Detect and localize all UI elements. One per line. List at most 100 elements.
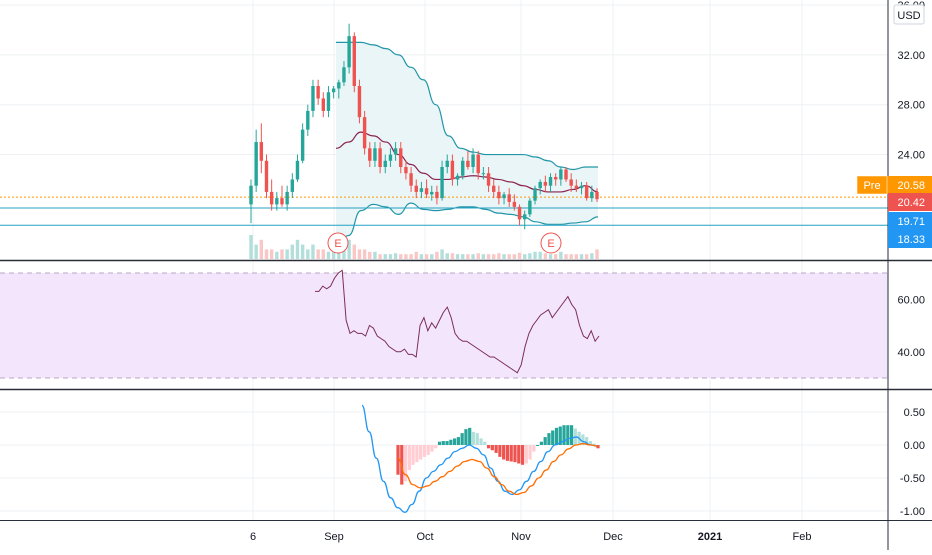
candle[interactable]: [559, 167, 563, 186]
candle[interactable]: [564, 167, 568, 182]
candle[interactable]: [409, 167, 413, 192]
candle[interactable]: [388, 148, 393, 167]
candle[interactable]: [450, 154, 455, 186]
candle-body: [497, 191, 501, 199]
candle[interactable]: [466, 150, 470, 170]
candle-body: [512, 201, 517, 207]
candle[interactable]: [362, 110, 367, 155]
macd-histogram-bar: [505, 445, 510, 461]
candle[interactable]: [455, 173, 460, 186]
candle[interactable]: [337, 79, 341, 99]
earnings-marker[interactable]: E: [540, 232, 562, 254]
candle[interactable]: [342, 61, 346, 86]
candle[interactable]: [275, 191, 279, 211]
candle[interactable]: [321, 92, 325, 118]
candle[interactable]: [285, 185, 289, 211]
candle[interactable]: [430, 185, 434, 201]
price-badge: 19.71: [888, 212, 932, 230]
candle[interactable]: [295, 154, 300, 182]
candle[interactable]: [424, 179, 429, 199]
candle[interactable]: [579, 181, 584, 195]
bollinger-lower-band: [335, 202, 599, 249]
candle-body: [559, 169, 563, 180]
candle[interactable]: [393, 142, 398, 161]
candle[interactable]: [311, 79, 315, 118]
candle[interactable]: [347, 23, 351, 74]
candle[interactable]: [357, 79, 362, 124]
candle[interactable]: [548, 173, 553, 192]
signal-line[interactable]: [397, 443, 599, 496]
volume-bar: [357, 249, 362, 259]
candle[interactable]: [249, 179, 253, 224]
candle[interactable]: [300, 123, 305, 164]
candle[interactable]: [414, 179, 418, 199]
candle[interactable]: [538, 179, 542, 195]
candle[interactable]: [383, 154, 387, 174]
macd-pane[interactable]: [361, 404, 600, 513]
volume-bar: [543, 253, 548, 259]
currency-label[interactable]: USD: [893, 4, 925, 25]
candle[interactable]: [471, 148, 475, 174]
candle[interactable]: [523, 210, 527, 230]
volume-bar: [579, 254, 584, 259]
candle[interactable]: [584, 181, 589, 201]
candle[interactable]: [574, 179, 579, 192]
candle[interactable]: [404, 160, 408, 180]
candle[interactable]: [373, 142, 377, 167]
candle[interactable]: [399, 142, 403, 174]
candle[interactable]: [259, 123, 264, 174]
candle[interactable]: [590, 185, 594, 202]
candle[interactable]: [269, 179, 274, 211]
candle[interactable]: [486, 167, 491, 192]
candle[interactable]: [280, 185, 284, 207]
candle-body: [435, 191, 439, 199]
price-badge-bg: [888, 212, 932, 230]
x-axis-label: Sep: [324, 531, 344, 543]
price-badge-value: 20.58: [897, 180, 925, 192]
candle[interactable]: [492, 179, 496, 199]
candle[interactable]: [378, 142, 382, 174]
candle[interactable]: [316, 79, 320, 105]
price-badge-value: 18.33: [897, 234, 925, 246]
volume-bar: [414, 251, 418, 259]
candle[interactable]: [507, 188, 511, 207]
candle[interactable]: [543, 175, 548, 192]
candle[interactable]: [264, 154, 269, 199]
price-badge: 20.42: [888, 193, 932, 211]
candle[interactable]: [502, 191, 506, 205]
earnings-marker[interactable]: E: [327, 232, 349, 254]
candle[interactable]: [331, 86, 336, 99]
candle[interactable]: [476, 150, 480, 180]
candle[interactable]: [368, 142, 372, 167]
rsi-pane[interactable]: [0, 269, 888, 379]
candle[interactable]: [461, 157, 465, 180]
candle[interactable]: [533, 185, 537, 205]
macd-histogram-bar: [569, 425, 574, 445]
candle[interactable]: [445, 154, 449, 174]
macd-line[interactable]: [361, 404, 599, 513]
candle[interactable]: [553, 173, 558, 186]
candle[interactable]: [254, 129, 258, 192]
candle[interactable]: [419, 181, 424, 199]
candle[interactable]: [512, 194, 517, 211]
candle[interactable]: [435, 185, 439, 205]
candle[interactable]: [290, 173, 295, 199]
rsi-line[interactable]: [315, 269, 600, 374]
candle[interactable]: [517, 204, 522, 226]
candle[interactable]: [569, 173, 573, 192]
candle[interactable]: [481, 167, 486, 180]
candle[interactable]: [528, 198, 532, 217]
candle[interactable]: [326, 86, 331, 118]
candle[interactable]: [306, 104, 310, 136]
candle-body: [275, 198, 279, 205]
candle[interactable]: [440, 160, 444, 201]
macd-histogram-bar: [502, 445, 506, 460]
candle[interactable]: [595, 188, 599, 202]
candle[interactable]: [352, 32, 356, 93]
macd-histogram-bar: [486, 445, 491, 449]
candle[interactable]: [497, 185, 501, 205]
candle-body: [352, 36, 356, 86]
